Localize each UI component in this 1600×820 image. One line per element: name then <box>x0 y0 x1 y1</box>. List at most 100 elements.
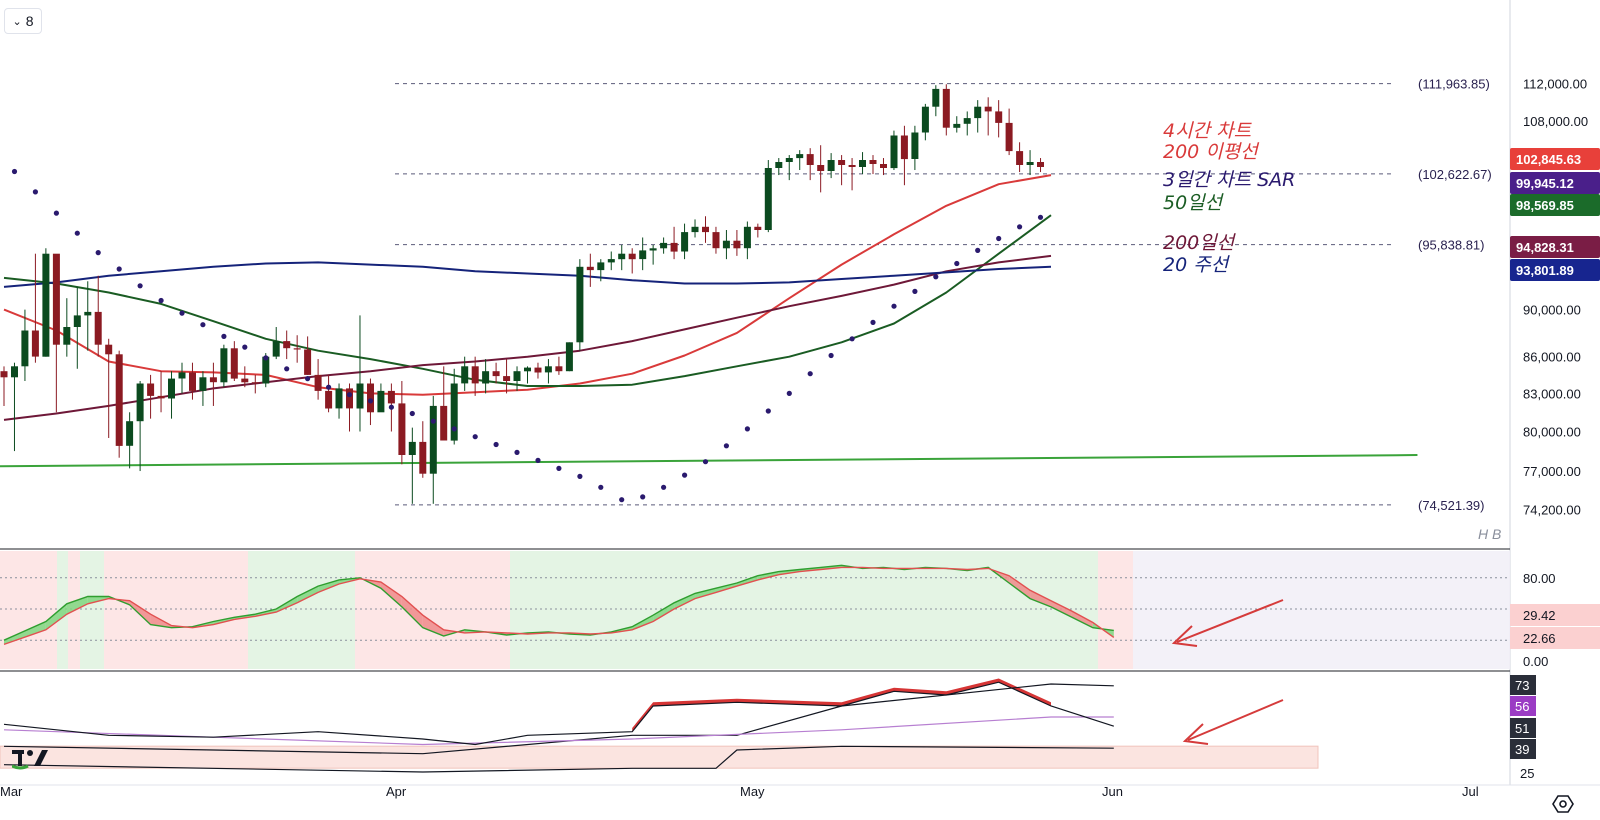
candle-up <box>607 259 615 263</box>
sar-dot <box>912 288 918 294</box>
oscillator-pane[interactable] <box>0 678 1319 773</box>
price-tag-label: 94,828.31 <box>1516 240 1574 255</box>
sar-dot <box>702 459 709 465</box>
chart-annotation: 4시간 차트 <box>1163 120 1253 142</box>
candle-down <box>586 266 594 271</box>
stoch-value-tag <box>1510 604 1600 626</box>
price-tag-label: 99,945.12 <box>1516 176 1574 191</box>
chart-annotation: 200일선 <box>1163 232 1237 254</box>
stoch-zone-band <box>1098 551 1133 669</box>
stoch-value-tag <box>1510 627 1600 649</box>
interval-selector[interactable]: ⌄ 8 <box>4 8 42 34</box>
candle-up <box>681 232 689 252</box>
candle-up <box>722 240 730 249</box>
sar-dot <box>430 418 436 424</box>
candle-down <box>115 354 123 446</box>
candle-down <box>628 253 636 260</box>
stoch-fill <box>757 571 779 580</box>
oscillator-tick-label: 25 <box>1520 766 1534 781</box>
stoch-fill <box>401 596 423 628</box>
stochastic-pane[interactable] <box>0 551 1510 669</box>
oscillator-value-tag <box>1510 675 1536 695</box>
candle-up <box>921 106 929 133</box>
candle-down <box>325 390 333 409</box>
sar-dot <box>263 355 269 361</box>
stoch-fill <box>129 600 151 625</box>
candle-down <box>398 403 406 455</box>
candle-up <box>178 372 186 379</box>
candle-down <box>471 366 479 384</box>
chevron-down-icon: ⌄ <box>12 15 22 28</box>
sar-dot <box>891 303 897 309</box>
price-axis[interactable]: 112,000.00 108,000.00 90,000.00 86,000.00 83… <box>0 76 1600 799</box>
price-tag <box>1510 172 1600 194</box>
candle-down <box>984 106 992 112</box>
candle-down <box>283 341 291 349</box>
sar-dot <box>221 333 227 339</box>
candle-down <box>733 240 741 249</box>
stoch-fill <box>45 603 67 630</box>
sar-dot <box>619 497 625 503</box>
oscillator-value-label: 39 <box>1515 742 1529 757</box>
candle-up <box>618 253 626 260</box>
sar-dot <box>786 390 792 396</box>
candle-up <box>377 390 385 413</box>
candle-down <box>346 388 353 409</box>
sar-dot <box>1017 224 1023 230</box>
candle-up <box>73 315 81 327</box>
candle-up <box>168 378 175 399</box>
sar-dot <box>996 235 1002 242</box>
candle-up <box>199 377 207 391</box>
price-tag <box>1510 194 1600 216</box>
settings-icon[interactable] <box>1552 793 1574 815</box>
sar-dot <box>137 283 143 289</box>
x-tick-label: Jun <box>1102 784 1123 799</box>
price-pane[interactable]: (111,963.85) (102,622.67) (95,838.81) (74,5… <box>0 77 1492 513</box>
y-tick-label: 108,000.00 <box>1523 114 1588 129</box>
candle-down <box>670 242 678 252</box>
sar-dot <box>975 247 981 253</box>
candle-down <box>230 348 238 379</box>
candle-down <box>314 374 322 391</box>
oscillator-line <box>3 681 1114 746</box>
oscillator-upper-line <box>3 683 1114 755</box>
candle-up <box>890 135 898 169</box>
candle-down <box>806 154 814 165</box>
stoch-fill <box>380 581 402 607</box>
stoch-fill <box>653 602 675 622</box>
ma-50d-line <box>3 214 1052 387</box>
candle-up <box>450 383 458 441</box>
sar-dot <box>682 472 688 478</box>
candle-down <box>754 226 762 230</box>
sar-dot <box>11 168 18 175</box>
stoch-zone-band <box>355 551 510 669</box>
candle-up <box>461 366 469 384</box>
candle-down <box>838 160 846 165</box>
sar-dot <box>346 392 353 398</box>
level-label: (74,521.39) <box>1418 498 1485 513</box>
sar-dot <box>116 266 122 272</box>
sar-dot <box>74 230 80 236</box>
oscillator-value-label: 73 <box>1515 678 1529 693</box>
candle-down <box>492 371 500 377</box>
candle-up <box>21 330 29 367</box>
sar-dot <box>53 210 60 216</box>
stoch-fill <box>695 588 716 599</box>
candle-up <box>660 242 668 249</box>
candle-down <box>712 232 720 249</box>
candle-up <box>524 367 531 372</box>
candle-up <box>262 356 270 384</box>
candle-up <box>785 158 793 162</box>
candle-up <box>429 405 437 474</box>
stoch-fill <box>318 579 340 593</box>
price-tag-label: 102,845.63 <box>1516 152 1581 167</box>
sar-dot <box>849 336 855 342</box>
candle-down <box>367 383 374 413</box>
candle-up <box>764 168 772 230</box>
sar-dot <box>409 410 415 417</box>
sar-dot <box>242 344 248 350</box>
candle-down <box>52 253 60 345</box>
y-tick-label: 112,000.00 <box>1523 76 1587 91</box>
candle-up <box>775 162 783 168</box>
